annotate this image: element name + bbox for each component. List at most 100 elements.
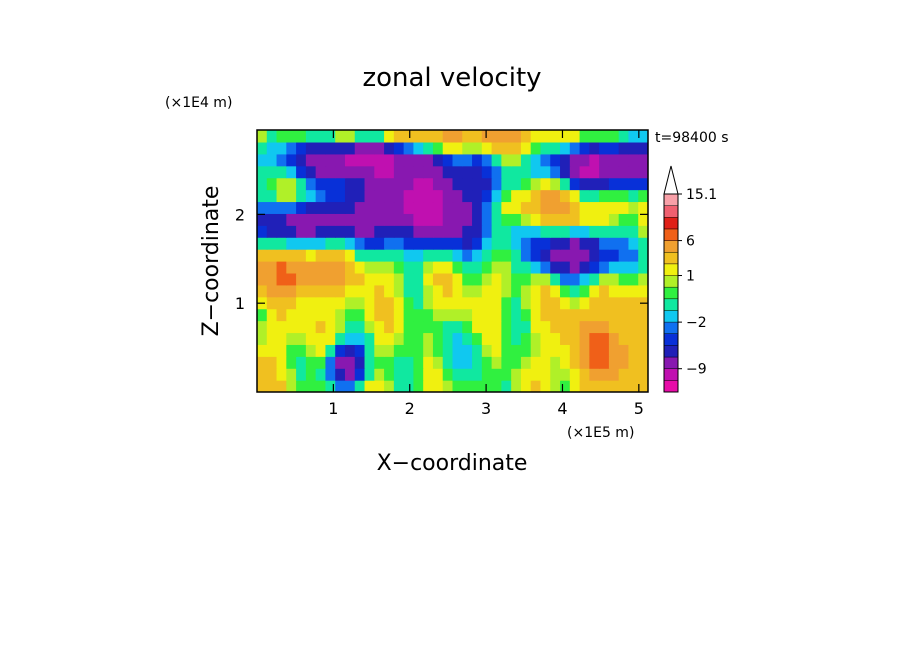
field-cell — [579, 189, 590, 203]
field-cell — [608, 130, 620, 143]
field-cell — [579, 141, 590, 155]
field-cell — [501, 344, 512, 357]
field-cell — [481, 225, 493, 238]
field-cell — [384, 237, 395, 250]
field-cell — [325, 153, 336, 167]
field-cell — [452, 177, 463, 191]
field-cell — [560, 320, 571, 334]
field-cell — [384, 296, 395, 310]
field-cell — [550, 189, 561, 203]
field-cell — [442, 249, 454, 262]
field-cell — [413, 213, 424, 226]
field-cell — [325, 380, 336, 392]
colorbar-segment — [664, 380, 678, 393]
field-cell — [452, 189, 463, 203]
field-cell — [540, 213, 551, 226]
field-cell — [472, 356, 483, 369]
field-cell — [501, 272, 512, 286]
field-cell — [560, 284, 571, 298]
field-cell — [462, 368, 473, 381]
colorbar-frame — [663, 193, 679, 393]
field-cell — [442, 165, 454, 179]
field-cell — [432, 249, 444, 262]
field-cell — [569, 177, 581, 191]
field-cell — [462, 320, 473, 334]
field-cell — [257, 332, 268, 345]
field-cell — [452, 272, 463, 286]
field-cell — [305, 237, 317, 250]
time-label: t=98400 s — [655, 130, 729, 146]
field-cell — [599, 177, 610, 191]
field-cell — [628, 332, 639, 345]
field-cell — [589, 213, 600, 226]
field-cell — [384, 225, 395, 238]
field-cell — [628, 320, 639, 334]
field-cell — [325, 308, 336, 322]
colorbar-label: 15.1 — [686, 187, 717, 203]
field-cell — [462, 296, 473, 310]
field-cell — [335, 201, 346, 214]
field-cell — [257, 249, 268, 262]
field-cell — [442, 344, 454, 357]
field-cell — [442, 261, 454, 274]
field-cell — [618, 284, 630, 298]
field-cell — [501, 332, 512, 345]
field-cell — [511, 272, 522, 286]
field-cell — [472, 201, 483, 214]
field-cell — [266, 368, 278, 381]
field-cell — [325, 213, 336, 226]
field-cell — [423, 380, 434, 392]
field-cell — [286, 368, 297, 381]
field-cell — [423, 261, 434, 274]
field-cell — [530, 356, 542, 369]
field-cell — [550, 296, 561, 310]
field-cell — [560, 356, 571, 369]
field-cell — [589, 284, 600, 298]
field-cell — [550, 249, 561, 262]
field-cell — [296, 225, 307, 238]
field-cell — [511, 284, 522, 298]
field-cell — [344, 308, 356, 322]
field-cell — [462, 189, 473, 203]
field-cell — [628, 165, 639, 179]
field-cell — [589, 165, 600, 179]
field-cell — [384, 308, 395, 322]
field-cell — [618, 296, 630, 310]
field-cell — [560, 296, 571, 310]
field-cell — [296, 296, 307, 310]
field-cell — [344, 272, 356, 286]
field-cell — [305, 356, 317, 369]
field-cell — [560, 332, 571, 345]
field-cell — [266, 237, 278, 250]
field-cell — [393, 249, 405, 262]
field-cell — [491, 201, 502, 214]
field-cell — [520, 201, 532, 214]
field-cell — [501, 201, 512, 214]
field-cell — [335, 380, 346, 392]
field-cell — [638, 368, 648, 381]
field-cell — [393, 225, 405, 238]
field-cell — [530, 296, 542, 310]
field-cell — [393, 308, 405, 322]
field-cell — [530, 237, 542, 250]
field-cell — [608, 261, 620, 274]
field-cell — [481, 284, 493, 298]
field-cell — [569, 189, 581, 203]
field-cell — [325, 189, 336, 203]
field-cell — [286, 261, 297, 274]
field-cell — [384, 261, 395, 274]
field-cell — [276, 141, 287, 155]
field-cell — [315, 344, 327, 357]
field-cell — [608, 237, 620, 250]
field-cell — [354, 332, 366, 345]
field-cell — [335, 368, 346, 381]
field-cell — [276, 272, 287, 286]
field-cell — [550, 272, 561, 286]
field-cell — [618, 308, 630, 322]
field-cell — [530, 165, 542, 179]
field-cell — [560, 177, 571, 191]
field-cell — [472, 141, 483, 155]
field-cell — [276, 380, 287, 392]
field-cell — [374, 225, 385, 238]
field-cell — [491, 284, 502, 298]
